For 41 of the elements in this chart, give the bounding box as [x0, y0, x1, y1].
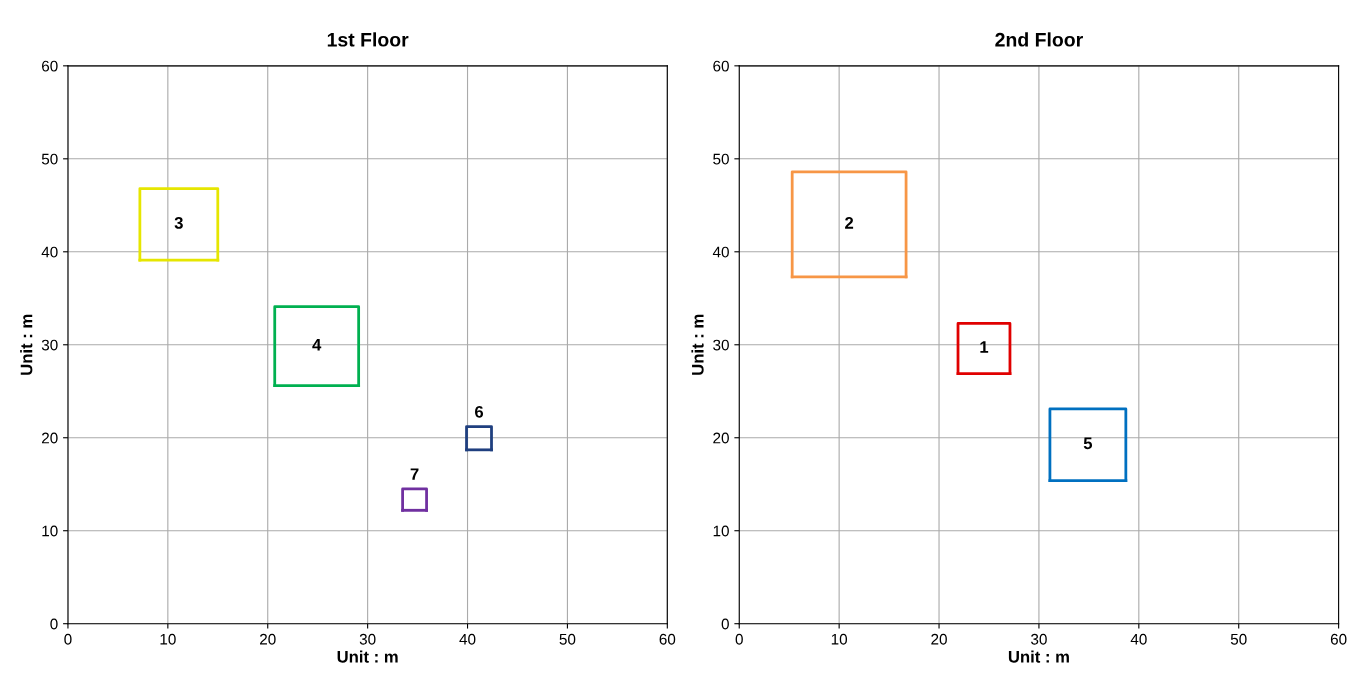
y-tick-label: 0 — [50, 618, 58, 630]
x-tick-label: 0 — [64, 633, 72, 645]
y-tick-label: 60 — [42, 60, 58, 72]
series-label: 3 — [174, 217, 183, 229]
y-tick-label: 20 — [713, 432, 729, 444]
y-tick-label: 40 — [41, 246, 58, 258]
series-label: 5 — [1083, 437, 1093, 450]
y-tick-label: 50 — [41, 153, 58, 165]
y-axis-title: Unit : m — [691, 314, 704, 375]
x-tick-label: 30 — [1031, 633, 1047, 645]
x-tick-label: 60 — [659, 633, 676, 645]
x-tick-label: 40 — [1130, 633, 1147, 645]
y-tick-label: 30 — [713, 339, 729, 351]
y-tick-label: 50 — [713, 153, 729, 165]
series-label: 7 — [410, 468, 419, 480]
y-tick-label: 0 — [721, 618, 729, 630]
chart-title: 2nd Floor — [995, 32, 1083, 47]
y-axis-title: Unit : m — [20, 314, 33, 375]
series-label: 4 — [312, 339, 322, 351]
chart-title: 1st Floor — [327, 32, 409, 47]
x-axis-title: Unit : m — [1008, 650, 1069, 663]
x-tick-label: 60 — [1330, 633, 1347, 645]
text: 2 — [845, 217, 854, 229]
x-tick-label: 10 — [831, 633, 848, 645]
y-tick-label: 10 — [42, 525, 58, 537]
y-tick-label: 10 — [713, 525, 729, 537]
x-tick-label: 30 — [359, 633, 376, 645]
series-label: 6 — [474, 405, 484, 418]
x-tick-label: 50 — [1230, 633, 1247, 645]
x-tick-label: 40 — [459, 633, 476, 645]
x-axis-title: Unit : m — [337, 650, 398, 663]
y-tick-label: 30 — [41, 339, 58, 351]
x-tick-label: 0 — [735, 633, 743, 645]
y-tick-label: 60 — [713, 60, 729, 72]
x-tick-label: 20 — [260, 633, 276, 645]
x-tick-label: 10 — [160, 633, 176, 645]
y-tick-label: 40 — [712, 246, 729, 258]
x-tick-label: 50 — [559, 633, 576, 645]
x-tick-label: 20 — [931, 633, 947, 645]
y-tick-label: 20 — [42, 432, 58, 444]
series-label: 1 — [980, 341, 989, 353]
